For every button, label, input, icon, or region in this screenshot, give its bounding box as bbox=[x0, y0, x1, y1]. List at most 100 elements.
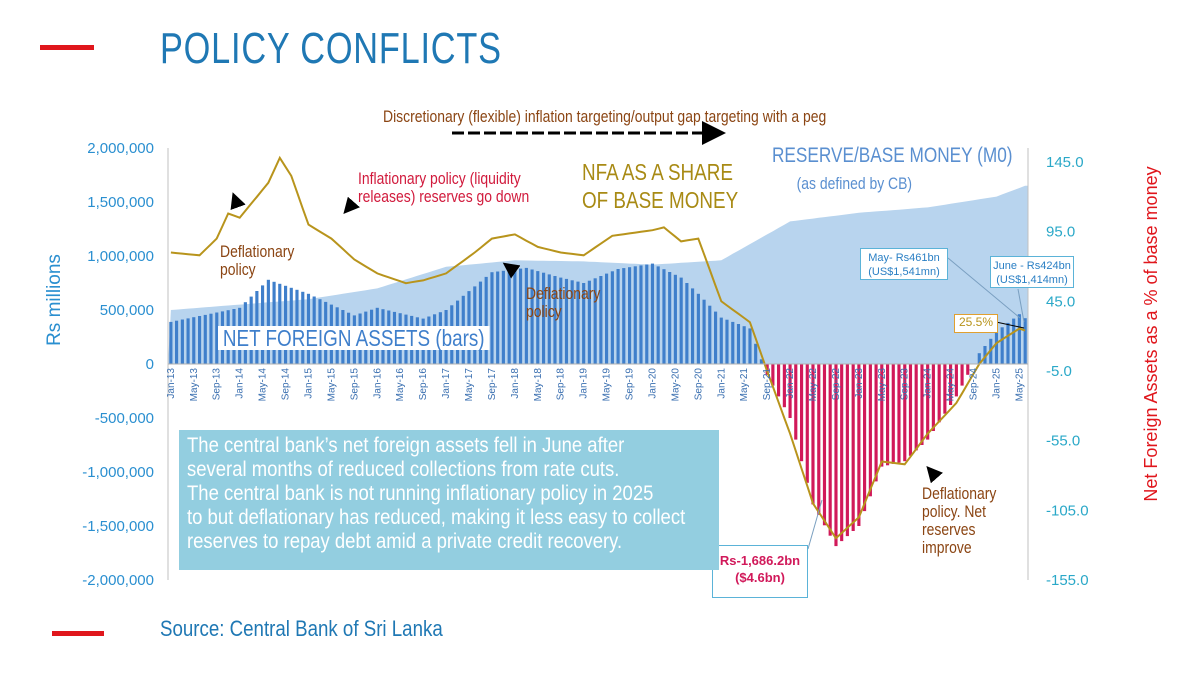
x-tick-label: May-19 bbox=[602, 368, 613, 402]
x-tick-label: Sep-20 bbox=[693, 368, 704, 401]
nfa-bar bbox=[771, 364, 775, 386]
summary-infobox: The central bank’s net foreign assets fe… bbox=[179, 430, 719, 570]
y-tick-label: 500,000 bbox=[100, 302, 154, 319]
nfa-bar bbox=[673, 274, 677, 364]
reserve-line-1: RESERVE/BASE MONEY (M0) bbox=[772, 144, 1013, 167]
nfa-bar bbox=[278, 283, 282, 364]
nfa-bar bbox=[914, 364, 918, 451]
x-tick-label: Sep-24 bbox=[969, 368, 980, 401]
nfa-bar bbox=[960, 364, 964, 386]
pointer-arrow-inflationary bbox=[343, 196, 360, 215]
deflationary-policy-annotation-2: Deflationary policy bbox=[526, 285, 600, 321]
x-tick-label: Jan-16 bbox=[372, 368, 383, 399]
nfa-bar bbox=[897, 364, 901, 463]
nfa-bar bbox=[639, 265, 643, 364]
y2-tick-label: -105.0 bbox=[1046, 502, 1089, 519]
nfa-bar bbox=[645, 264, 649, 364]
y-tick-label: 1,000,000 bbox=[87, 248, 154, 265]
y2-tick-label: -5.0 bbox=[1046, 363, 1072, 380]
nfa-bar bbox=[857, 364, 861, 526]
callout-june-line-1: June - Rs424bn bbox=[993, 260, 1071, 272]
x-tick-label: Sep-21 bbox=[762, 368, 773, 401]
callout-june-line-2: (US$1,414mn) bbox=[996, 274, 1068, 286]
share-line-layer bbox=[170, 155, 1026, 540]
nfa-bar bbox=[708, 305, 712, 364]
nfa-bar bbox=[1023, 318, 1027, 364]
nfa-bar bbox=[983, 346, 987, 364]
x-tick-label: Jan-23 bbox=[854, 368, 865, 399]
inflationary-line-2: releases) reserves go down bbox=[358, 186, 530, 206]
callout-may-line-1: May- Rs461bn bbox=[868, 252, 940, 264]
page-title: POLICY CONFLICTS bbox=[160, 24, 502, 73]
nfa-bar bbox=[180, 319, 184, 364]
nfa-bar bbox=[863, 364, 867, 512]
deflationary-2-line-2: policy bbox=[526, 301, 562, 321]
nfa-bar bbox=[553, 276, 557, 364]
nfa-bar bbox=[679, 277, 683, 364]
x-tick-label: May-18 bbox=[533, 368, 544, 402]
infobox-line-5: reserves to repay debt amid a private cr… bbox=[187, 530, 623, 553]
nfa-bar bbox=[524, 267, 528, 364]
nfa-bar bbox=[696, 293, 700, 364]
nfa-bar bbox=[1000, 327, 1004, 364]
x-tick-label: Sep-17 bbox=[487, 368, 498, 401]
nfa-bar bbox=[650, 263, 655, 364]
nfa-bar bbox=[284, 285, 288, 364]
inflationary-policy-annotation: Inflationary policy (liquidity releases)… bbox=[358, 170, 529, 206]
x-tick-label: May-13 bbox=[189, 368, 200, 402]
infobox-line-1: The central bank’s net foreign assets fe… bbox=[187, 434, 625, 457]
x-tick-label: Sep-18 bbox=[556, 368, 567, 401]
nfa-bar bbox=[937, 364, 941, 423]
nfa-bar bbox=[547, 274, 551, 364]
nfa-bar bbox=[484, 276, 488, 364]
nfa-bar bbox=[874, 364, 878, 482]
nfa-bar bbox=[880, 364, 884, 467]
y2-tick-label: -55.0 bbox=[1046, 433, 1080, 450]
nfa-bar bbox=[702, 299, 706, 364]
nfa-bar bbox=[714, 311, 718, 364]
bottom-accent-bar bbox=[52, 631, 104, 636]
nfa-bar bbox=[542, 272, 546, 364]
top-accent-bar bbox=[40, 45, 94, 50]
nfa-bar bbox=[662, 269, 666, 364]
nfa-bar bbox=[203, 314, 207, 364]
nfa-bar bbox=[605, 273, 609, 364]
net-foreign-assets-label: NET FOREIGN ASSETS (bars) bbox=[218, 326, 490, 350]
nfa-bar bbox=[501, 270, 505, 364]
deflationary-1-line-2: policy bbox=[220, 259, 256, 279]
x-tick-label: May-23 bbox=[877, 368, 888, 402]
deflationary-3-line-1: Deflationary bbox=[922, 484, 997, 503]
nfa-bar bbox=[949, 364, 953, 405]
callout-may: May- Rs461bn (US$1,541mn) bbox=[860, 248, 948, 280]
x-tick-label: May-20 bbox=[670, 368, 681, 402]
infobox-line-4: to but deflationary has reduced, making … bbox=[187, 506, 686, 529]
nfa-bar bbox=[593, 278, 597, 364]
x-tick-label: May-17 bbox=[464, 368, 475, 402]
nfa-bar bbox=[496, 271, 500, 364]
nfa-bar bbox=[685, 283, 689, 364]
nfa-bar bbox=[954, 364, 958, 397]
nfa-bar bbox=[564, 278, 569, 364]
nfa-bar bbox=[891, 364, 895, 464]
nfa-bar bbox=[931, 364, 935, 431]
callout-pct: 25.5% bbox=[954, 314, 998, 333]
nfa-bar bbox=[169, 321, 173, 364]
x-tick-label: Jan-15 bbox=[304, 368, 315, 399]
nfa-bar bbox=[610, 271, 614, 364]
nfa-bar bbox=[1012, 318, 1016, 364]
nfa-bar bbox=[587, 280, 591, 364]
x-tick-label: Jan-18 bbox=[510, 368, 521, 399]
nfa-bar bbox=[656, 266, 660, 364]
nfa-bar bbox=[800, 364, 804, 462]
share-line bbox=[170, 155, 1026, 540]
nfa-bar bbox=[530, 269, 534, 364]
nfa-bar bbox=[507, 270, 511, 364]
y2-tick-label: 145.0 bbox=[1046, 154, 1084, 171]
x-tick-label: Jan-24 bbox=[923, 368, 934, 399]
nfa-bar bbox=[668, 272, 672, 364]
y-tick-label: 2,000,000 bbox=[87, 140, 154, 157]
nfa-bar bbox=[759, 359, 763, 364]
deflationary-policy-annotation-3: Deflationary policy. Net reserves improv… bbox=[922, 485, 996, 556]
nfa-bar bbox=[266, 279, 270, 364]
nfa-bar bbox=[536, 271, 540, 364]
